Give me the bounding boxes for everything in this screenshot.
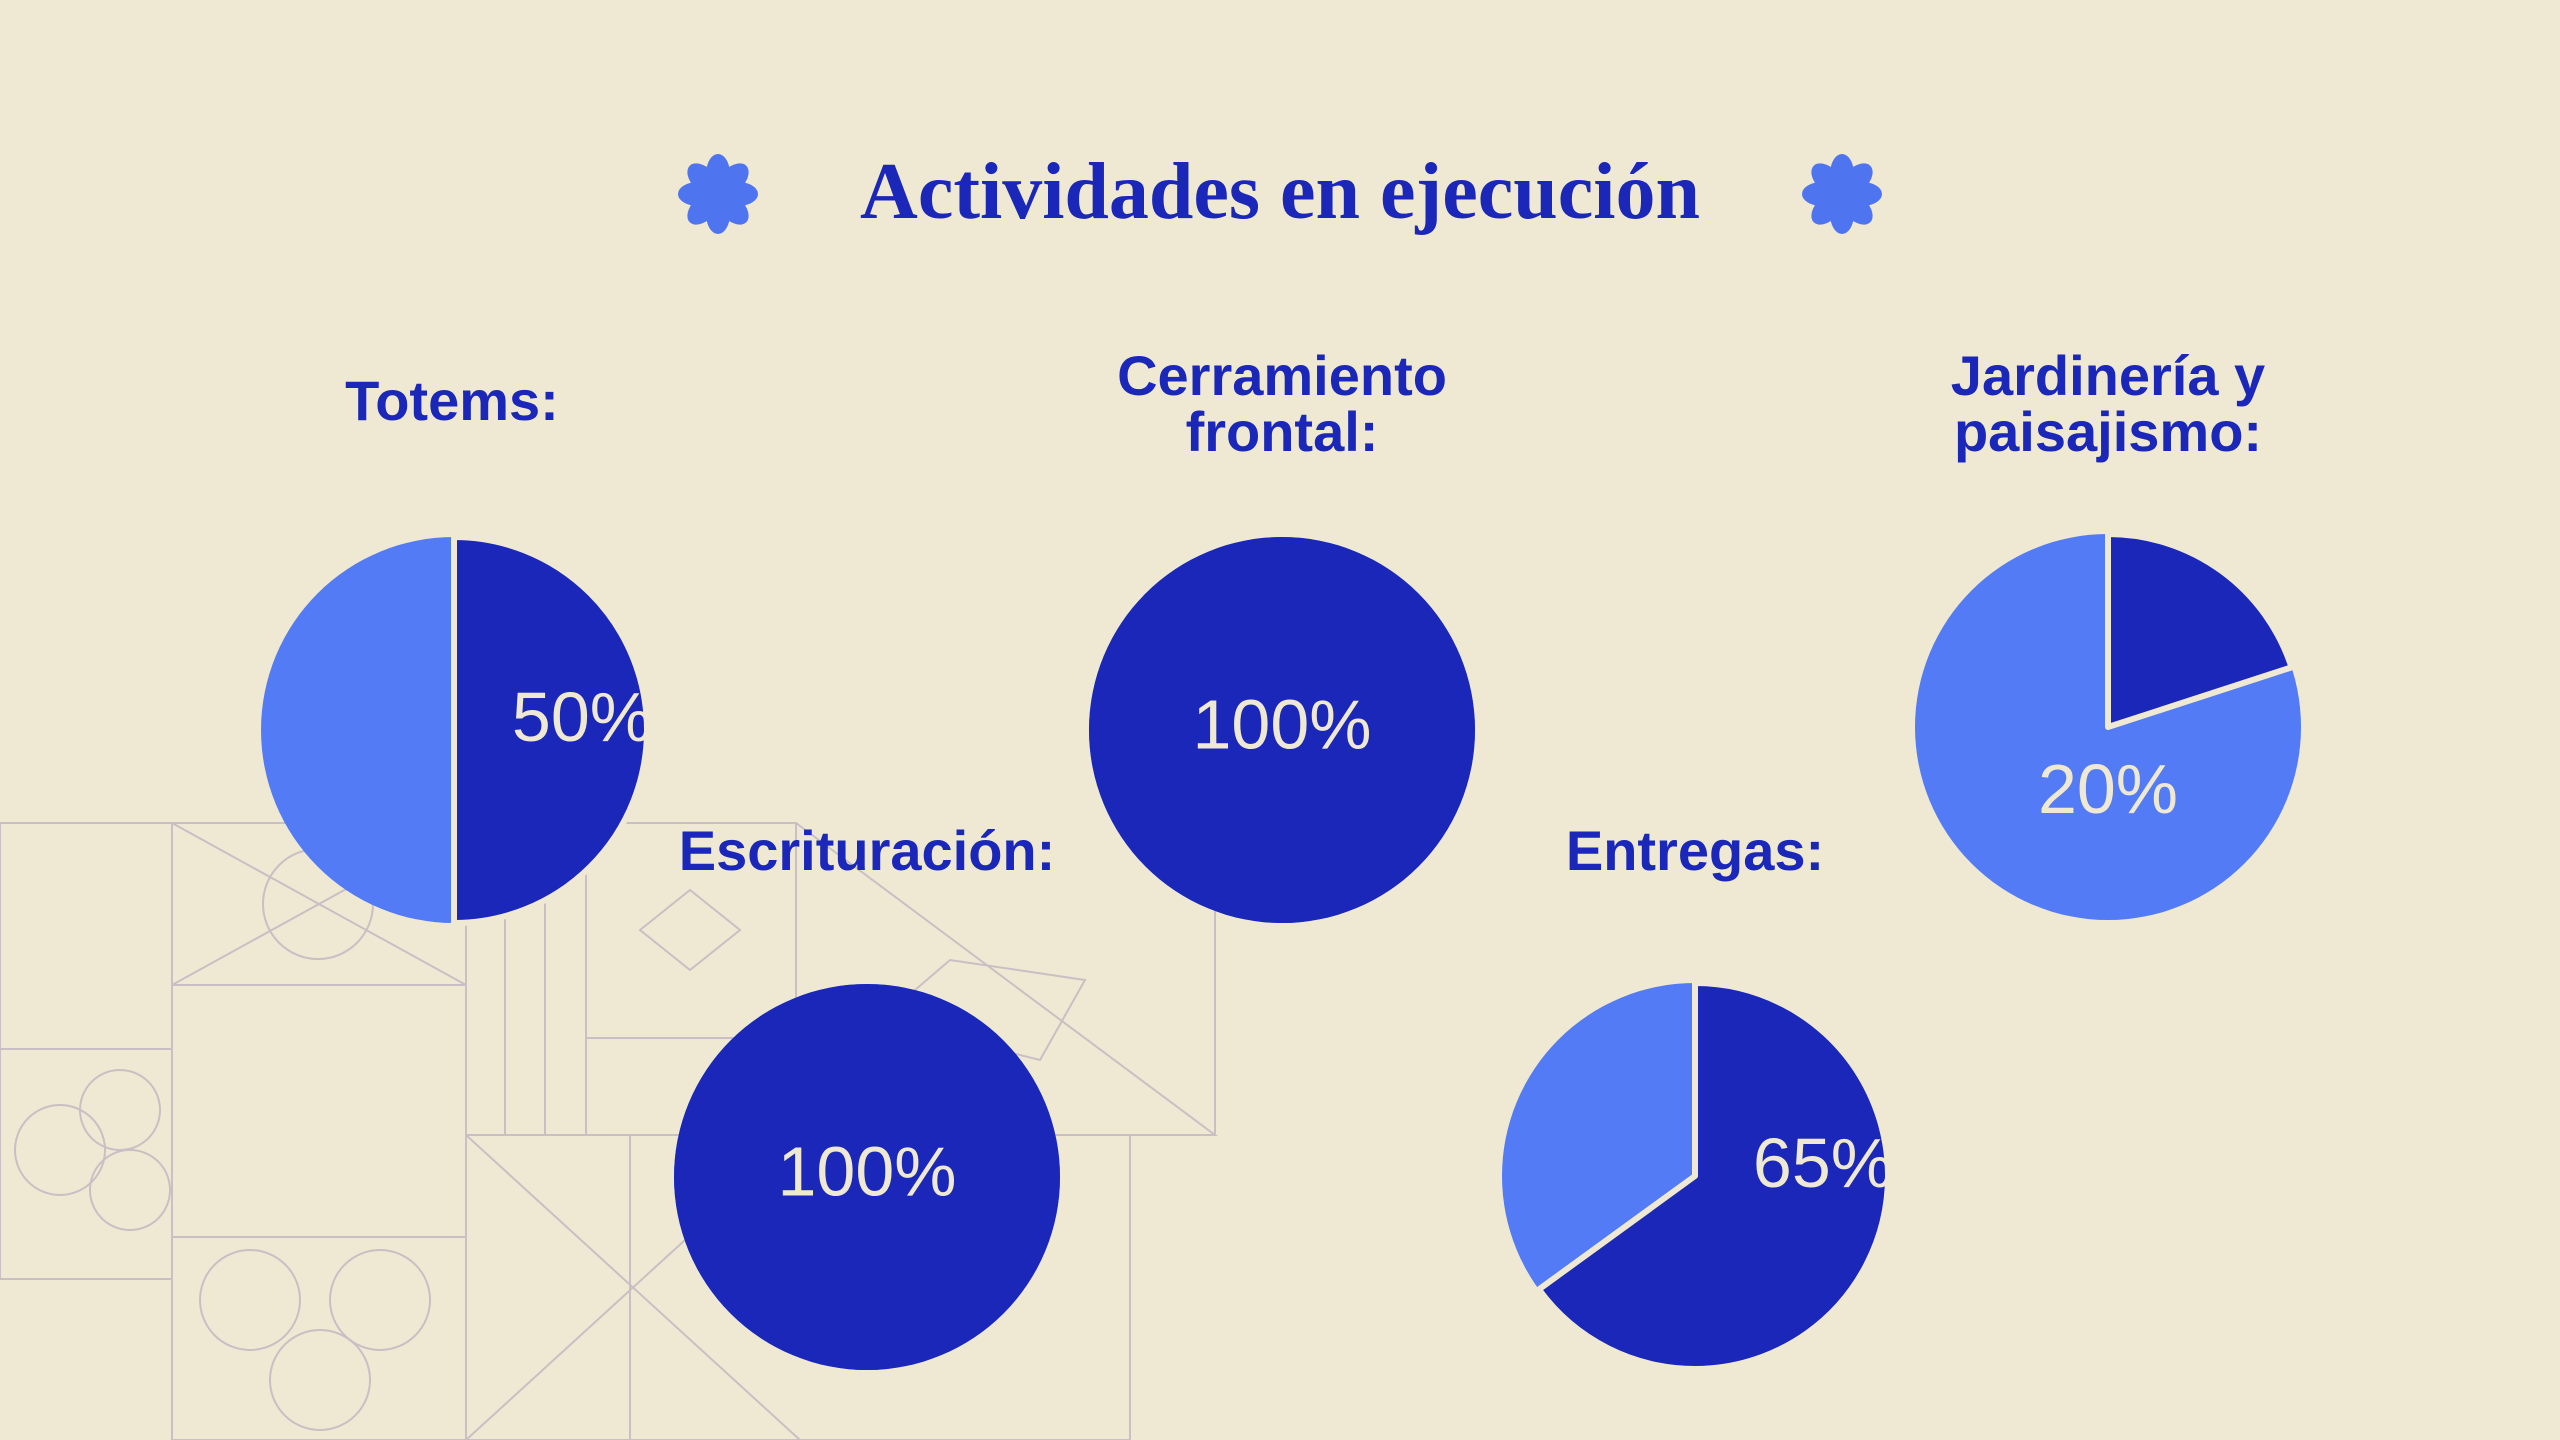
pie-title: Escrituración: bbox=[679, 819, 1056, 882]
page-title: Actividades en ejecución bbox=[860, 148, 1700, 236]
title-icon-left bbox=[678, 154, 758, 234]
pie-title: paisajismo: bbox=[1954, 400, 2262, 463]
pie-title: Jardinería y bbox=[1951, 344, 2265, 407]
pie-title: Entregas: bbox=[1566, 819, 1824, 882]
pie-slice bbox=[674, 984, 1060, 1370]
pie-value-label: 100% bbox=[1192, 685, 1371, 763]
pie-value-label: 65% bbox=[1753, 1124, 1893, 1202]
title-icon-right bbox=[1802, 154, 1882, 234]
pie-slice bbox=[2105, 531, 2295, 730]
pie-value-label: 100% bbox=[777, 1132, 956, 1210]
pie-slice bbox=[1535, 980, 1891, 1372]
pie-slice bbox=[451, 534, 650, 926]
pie-title: Cerramiento bbox=[1117, 344, 1447, 407]
pie-value-label: 20% bbox=[2038, 750, 2178, 828]
pie-value-label: 50% bbox=[512, 678, 652, 756]
pie-title: Totems: bbox=[345, 369, 559, 432]
pie-slice bbox=[1089, 537, 1475, 923]
pie-title: frontal: bbox=[1186, 400, 1379, 463]
